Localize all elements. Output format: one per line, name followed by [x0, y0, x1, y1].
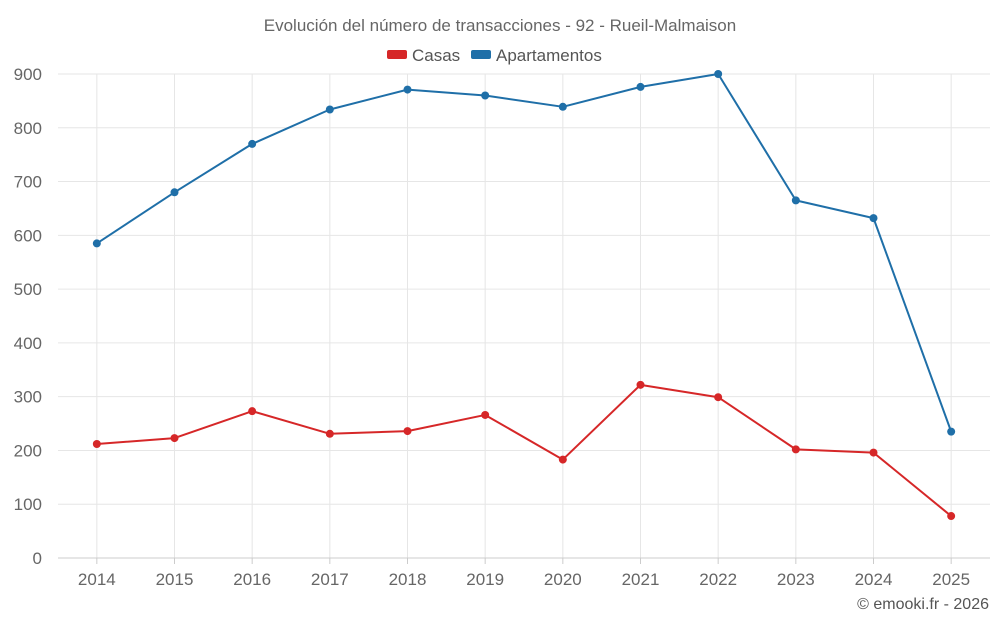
x-tick-label: 2025 [932, 570, 970, 589]
data-point-casas[interactable] [558, 455, 567, 464]
data-point-casas[interactable] [325, 429, 334, 438]
data-point-casas[interactable] [791, 445, 800, 454]
x-tick-label: 2023 [777, 570, 815, 589]
gridlines [58, 73, 990, 559]
y-axis-ticks: 0 100 200 300 400 500 600 700 800 900 [14, 65, 42, 568]
data-point-casas[interactable] [869, 448, 878, 457]
x-tick-label: 2019 [466, 570, 504, 589]
y-tick-label: 200 [14, 441, 42, 460]
chart-title: Evolución del número de transacciones - … [264, 16, 736, 35]
data-point-apartamentos[interactable] [481, 91, 490, 100]
data-point-apartamentos[interactable] [403, 85, 412, 94]
data-point-casas[interactable] [170, 434, 179, 443]
credit-text: © emooki.fr - 2026 [857, 596, 989, 613]
x-tick-label: 2021 [622, 570, 660, 589]
x-tick-label: 2024 [855, 570, 893, 589]
legend-swatch-casas [387, 50, 407, 59]
y-tick-label: 600 [14, 226, 42, 245]
data-point-apartamentos[interactable] [947, 427, 956, 436]
x-tick-label: 2016 [233, 570, 271, 589]
y-tick-label: 900 [14, 65, 42, 84]
data-point-casas[interactable] [403, 427, 412, 436]
series-casas [92, 380, 956, 521]
legend-swatch-apartamentos [471, 50, 491, 59]
series-line-casas [96, 383, 952, 517]
data-point-apartamentos[interactable] [92, 239, 101, 248]
data-point-casas[interactable] [714, 393, 723, 402]
y-tick-label: 700 [14, 173, 42, 192]
x-tick-label: 2015 [156, 570, 194, 589]
series-line-apartamentos [96, 73, 953, 432]
y-tick-label: 400 [14, 334, 42, 353]
y-tick-label: 500 [14, 280, 42, 299]
legend-label-casas: Casas [412, 46, 460, 65]
legend-item-apartamentos[interactable]: Apartamentos [471, 46, 602, 65]
data-point-casas[interactable] [248, 407, 257, 416]
data-point-casas[interactable] [481, 410, 490, 419]
data-point-apartamentos[interactable] [791, 196, 800, 205]
data-point-apartamentos[interactable] [714, 70, 723, 78]
data-point-apartamentos[interactable] [170, 188, 179, 197]
legend: Casas Apartamentos [387, 46, 602, 65]
x-axis-ticks: 2014 2015 2016 2017 2018 2019 2020 2021 2022 2023… [78, 558, 970, 589]
data-point-apartamentos[interactable] [325, 105, 334, 114]
y-tick-label: 100 [14, 495, 42, 514]
data-point-casas[interactable] [92, 439, 101, 448]
legend-item-casas[interactable]: Casas [387, 46, 460, 65]
series-apartamentos [92, 70, 956, 436]
x-tick-label: 2018 [389, 570, 427, 589]
series-layer [92, 70, 956, 521]
x-tick-label: 2014 [78, 570, 116, 589]
data-point-casas[interactable] [636, 380, 645, 389]
x-tick-label: 2020 [544, 570, 582, 589]
data-point-apartamentos[interactable] [558, 102, 567, 111]
y-tick-label: 300 [14, 388, 42, 407]
x-tick-label: 2017 [311, 570, 349, 589]
x-tick-label: 2022 [699, 570, 737, 589]
y-tick-label: 800 [14, 119, 42, 138]
data-point-apartamentos[interactable] [636, 82, 645, 91]
data-point-casas[interactable] [947, 512, 956, 521]
y-tick-label: 0 [33, 549, 42, 568]
data-point-apartamentos[interactable] [248, 139, 257, 148]
data-point-apartamentos[interactable] [869, 214, 878, 223]
legend-label-apartamentos: Apartamentos [496, 46, 602, 65]
